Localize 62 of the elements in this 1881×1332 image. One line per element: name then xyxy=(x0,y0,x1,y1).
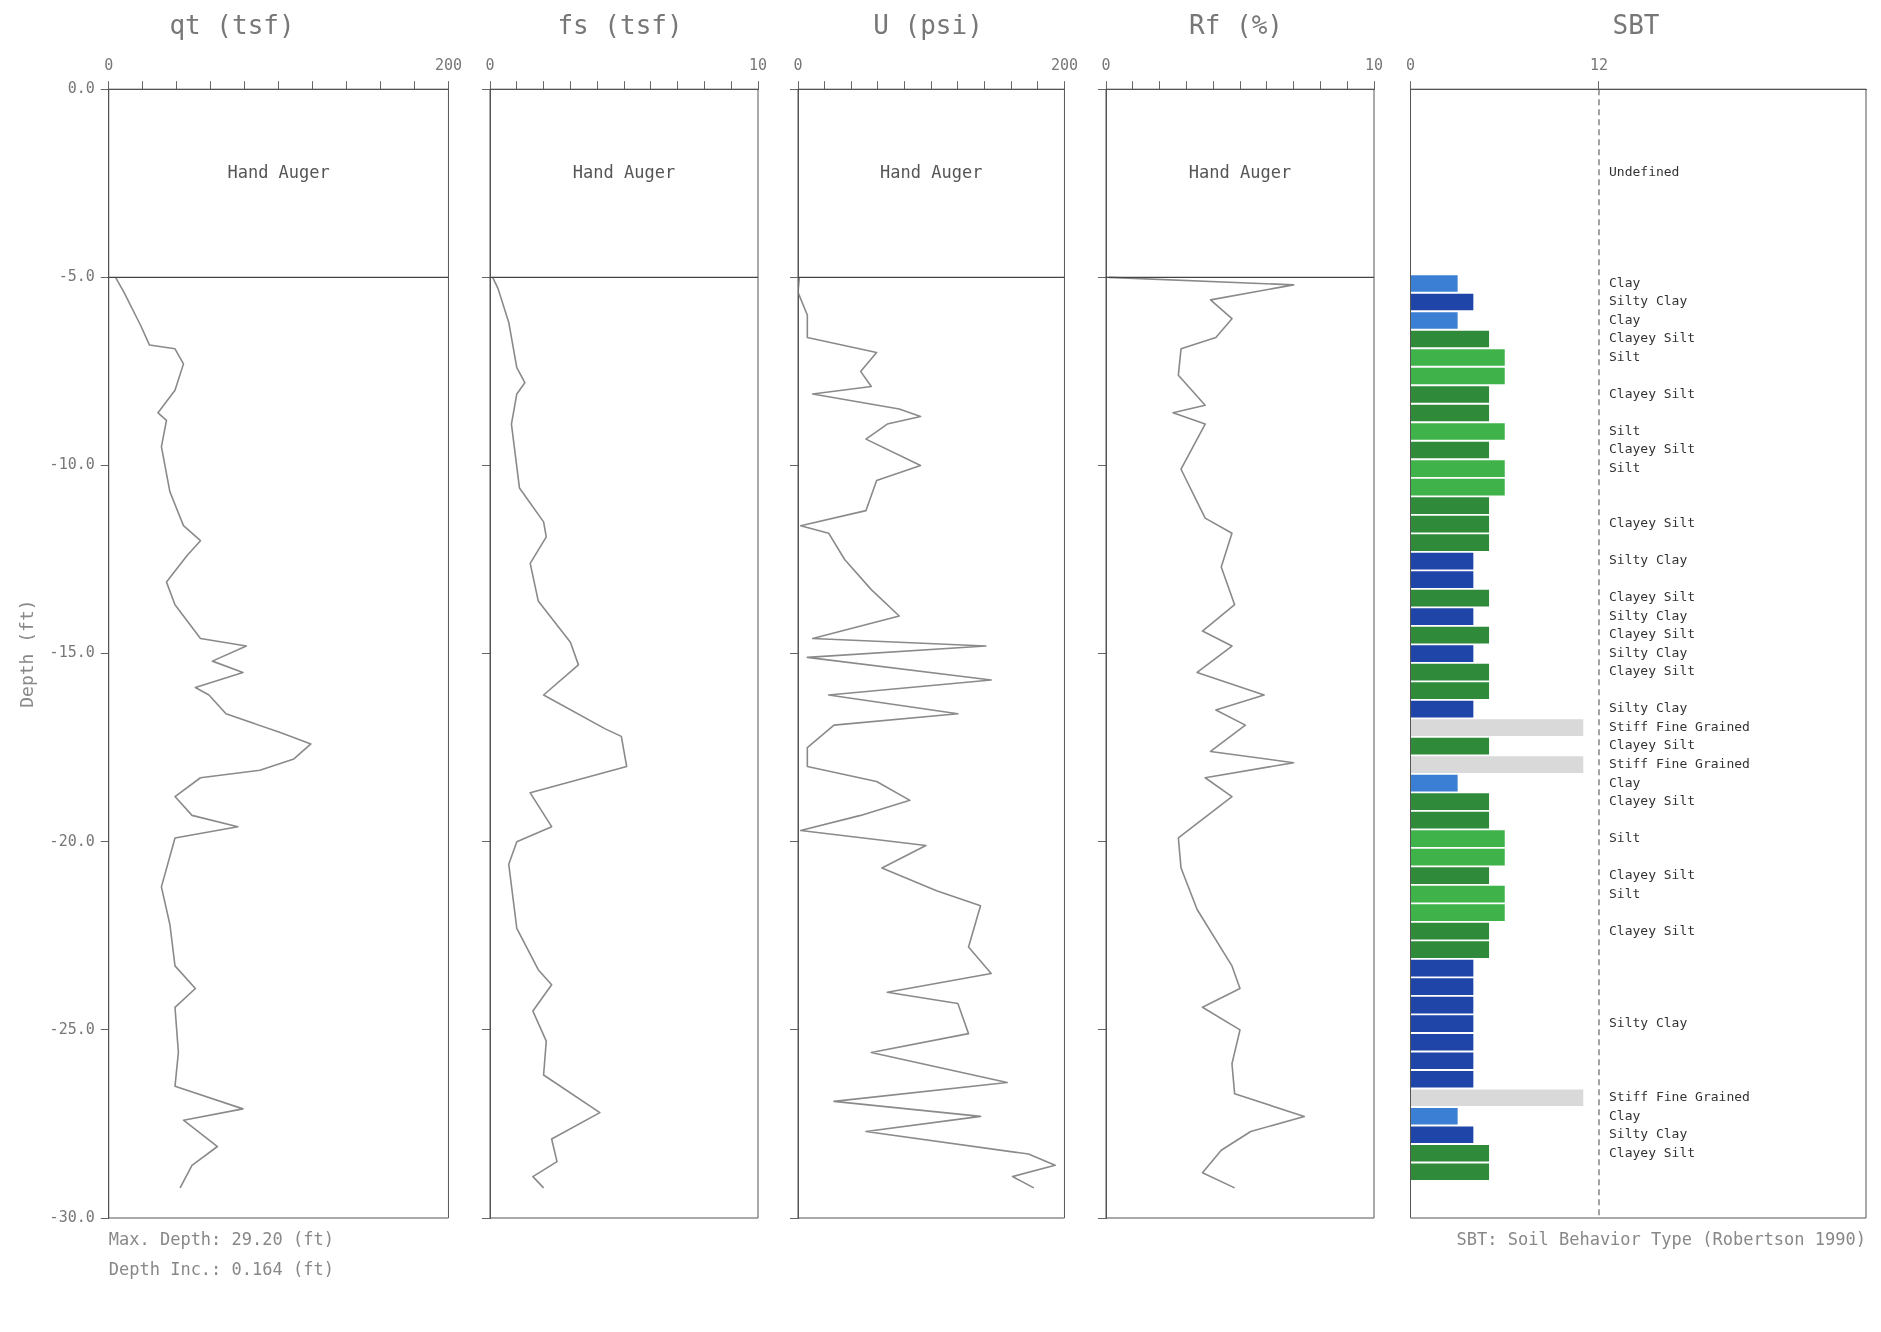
y-tick-label: -25.0 xyxy=(49,1019,95,1038)
text: Depth Inc.: 0.164 (ft) xyxy=(108,1258,334,1279)
y-tick-label: Clay xyxy=(1608,274,1641,290)
y-tick-label: -15.0 xyxy=(49,643,95,662)
y-tick-label: Clay xyxy=(1608,311,1641,327)
ref-line-label: Hand Auger xyxy=(572,162,676,183)
y-tick-label: Stiff Fine Grained xyxy=(1608,718,1750,734)
y-tick-label: Silt xyxy=(1608,885,1641,901)
y-tick-label: Silty Clay xyxy=(1608,552,1688,568)
chart-title: Rf (%) xyxy=(1189,10,1283,41)
y-tick-label: Clay xyxy=(1608,1107,1641,1123)
y-tick-label: Clayey Silt xyxy=(1608,626,1696,642)
chart-title: qt (tsf) xyxy=(169,10,295,41)
y-tick-label: Silty Clay xyxy=(1608,1126,1688,1142)
y-tick-label: -5.0 xyxy=(58,267,95,286)
x-tick-label: 10 xyxy=(1364,56,1384,75)
y-tick-label: Clayey Silt xyxy=(1608,385,1696,401)
y-tick-label: Silt xyxy=(1608,459,1641,475)
y-tick-label: Silty Clay xyxy=(1608,700,1688,716)
y-tick-label: Clayey Silt xyxy=(1608,330,1696,346)
x-tick-label: 0 xyxy=(1101,56,1111,75)
y-tick-label: Clayey Silt xyxy=(1608,1144,1696,1160)
x-tick-label: 200 xyxy=(1050,56,1078,75)
ref-line-label: Hand Auger xyxy=(227,162,330,183)
chart-title: U (psi) xyxy=(873,10,983,41)
y-tick-label: Stiff Fine Grained xyxy=(1608,756,1750,771)
y-tick-label: Silty Clay xyxy=(1608,293,1688,309)
y-tick-label: Clayey Silt xyxy=(1608,737,1696,753)
y-tick-label: Clayey Silt xyxy=(1608,589,1696,605)
y-tick-label: Silty Clay xyxy=(1608,1015,1688,1031)
x-tick-label: 0 xyxy=(793,56,803,75)
x-tick-label: 0 xyxy=(1406,56,1416,75)
y-tick-label: Silty Clay xyxy=(1608,607,1688,623)
text: SBT: Soil Behavior Type (Robertson 1990) xyxy=(1456,1228,1866,1249)
y-tick-label: Clayey Silt xyxy=(1608,663,1696,679)
text: Max. Depth: 29.20 (ft) xyxy=(108,1228,334,1249)
y-axis-title: Depth (ft) xyxy=(16,599,38,708)
y-tick-label: Clayey Silt xyxy=(1608,515,1696,531)
y-tick-label: Undefined xyxy=(1608,163,1680,179)
y-tick-label: Clayey Silt xyxy=(1608,793,1696,809)
y-tick-label: Clayey Silt xyxy=(1608,441,1696,457)
y-tick-label: Clayey Silt xyxy=(1608,922,1696,938)
y-tick-label: Clayey Silt xyxy=(1608,867,1696,883)
x-tick-label: 0 xyxy=(485,56,495,75)
ref-line-label: Hand Auger xyxy=(880,162,983,183)
chart-title: SBT xyxy=(1612,10,1660,41)
ref-line-label: Hand Auger xyxy=(1188,162,1292,183)
y-tick-label: Silt xyxy=(1608,830,1641,846)
y-tick-label: 0.0 xyxy=(67,79,95,98)
x-tick-label: 10 xyxy=(748,56,768,75)
y-tick-label: -20.0 xyxy=(49,831,95,850)
y-tick-label: Silt xyxy=(1608,348,1641,364)
y-tick-label: Silty Clay xyxy=(1608,644,1688,660)
y-tick-label: -10.0 xyxy=(49,455,95,474)
x-tick-label: 12 xyxy=(1589,56,1609,75)
y-tick-label: -30.0 xyxy=(49,1207,95,1226)
y-tick-label: Stiff Fine Grained xyxy=(1608,1089,1750,1105)
y-tick-label: Silt xyxy=(1608,422,1641,438)
y-tick-label: Clay xyxy=(1608,774,1641,790)
x-tick-label: 0 xyxy=(104,56,114,75)
chart-title: fs (tsf) xyxy=(557,10,683,41)
x-tick-label: 200 xyxy=(434,56,462,75)
